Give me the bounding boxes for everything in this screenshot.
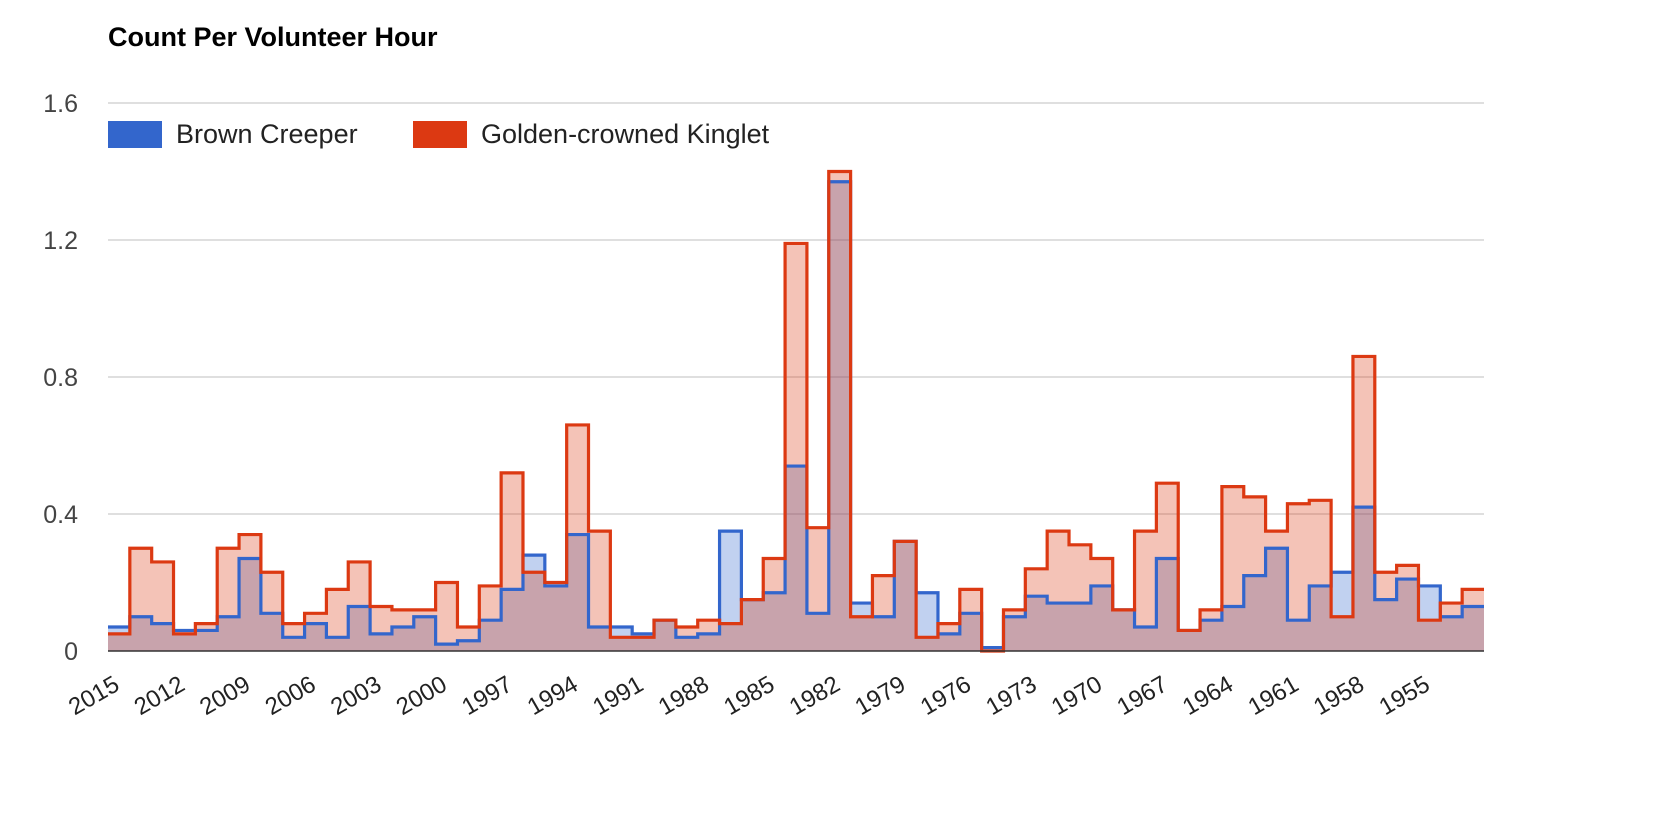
y-tick-label: 1.2 (43, 227, 78, 255)
x-tick-label: 1964 (1178, 671, 1238, 721)
x-tick-label: 2012 (130, 671, 190, 721)
x-tick-label: 2006 (261, 671, 321, 721)
x-tick-label: 1979 (850, 671, 910, 721)
x-tick-label: 1967 (1113, 671, 1173, 721)
gridlines (108, 102, 1484, 515)
legend-item-brown-creeper[interactable]: Brown Creeper (108, 118, 358, 150)
series-areas (108, 171, 1484, 651)
legend-swatch-brown-creeper (108, 120, 162, 148)
legend-label-brown-creeper: Brown Creeper (176, 118, 358, 149)
area-golden-crowned-kinglet (108, 171, 1484, 651)
x-tick-label: 1982 (785, 671, 845, 721)
x-tick-label: 1970 (1047, 671, 1107, 721)
y-tick-label: 0 (64, 638, 78, 666)
x-tick-label: 1994 (523, 671, 583, 721)
legend-label-golden-crowned-kinglet: Golden-crowned Kinglet (481, 118, 770, 149)
y-tick-label: 0.8 (43, 364, 78, 392)
x-tick-label: 2003 (326, 671, 386, 721)
x-tick-label: 2000 (392, 671, 452, 721)
x-tick-label: 1988 (654, 671, 714, 721)
line-golden-crowned-kinglet (108, 169, 1484, 653)
x-tick-label: 2009 (195, 671, 255, 721)
legend-swatch-golden-crowned-kinglet (413, 120, 467, 148)
series-lines (108, 169, 1484, 653)
x-tick-label: 1985 (719, 671, 779, 721)
x-tick-label: 1955 (1375, 671, 1435, 721)
x-tick-label: 1961 (1244, 671, 1304, 721)
x-tick-label: 1973 (982, 671, 1042, 721)
legend-item-golden-crowned-kinglet[interactable]: Golden-crowned Kinglet (413, 118, 769, 150)
x-tick-label: 1958 (1309, 671, 1369, 721)
y-tick-label: 1.6 (43, 90, 78, 118)
y-tick-label: 0.4 (43, 501, 78, 529)
x-tick-label: 1976 (916, 671, 976, 721)
x-tick-label: 2015 (64, 671, 124, 721)
x-tick-label: 1997 (457, 671, 517, 721)
area-brown-creeper (108, 181, 1484, 651)
x-tick-label: 1991 (588, 671, 648, 721)
chart-title: Count Per Volunteer Hour (108, 22, 438, 52)
